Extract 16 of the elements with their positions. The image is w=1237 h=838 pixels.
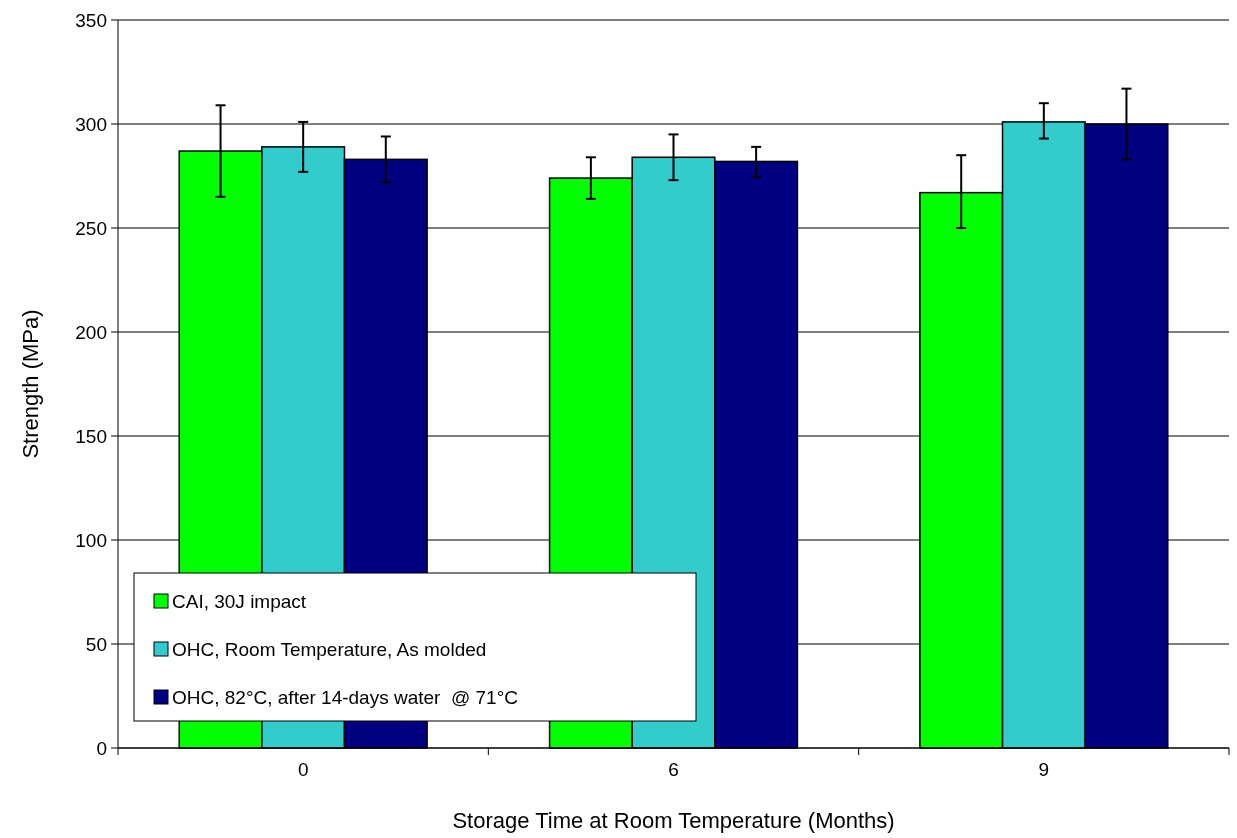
legend-label: OHC, 82°C, after 14-days water @ 71°C (172, 686, 518, 708)
y-tick-label: 300 (75, 113, 107, 135)
legend-label: OHC, Room Temperature, As molded (172, 638, 487, 660)
y-tick-label: 100 (75, 529, 107, 551)
y-tick-label: 150 (75, 425, 107, 447)
y-tick-label: 50 (85, 633, 107, 655)
x-tick-label: 0 (297, 759, 309, 780)
legend-label: CAI, 30J impact (172, 590, 307, 612)
x-axis-title: Storage Time at Room Temperature (Months) (452, 808, 895, 833)
y-axis-title: Strength (MPa) (18, 309, 43, 459)
y-tick-label: 0 (96, 737, 107, 759)
y-tick-label: 250 (75, 217, 107, 239)
x-tick-label: 9 (1038, 759, 1050, 780)
y-tick-label: 350 (75, 9, 107, 31)
x-tick-label: 6 (668, 759, 679, 780)
y-tick-label: 200 (75, 321, 107, 343)
